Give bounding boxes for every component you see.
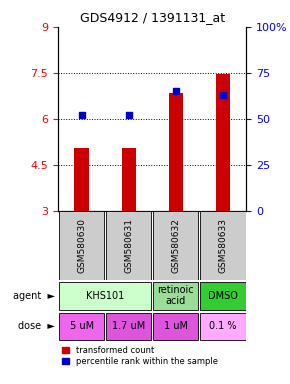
Text: 1.7 uM: 1.7 uM bbox=[112, 321, 145, 331]
Point bbox=[79, 112, 84, 118]
Bar bbox=[122, 148, 136, 211]
Text: GSM580632: GSM580632 bbox=[171, 218, 180, 273]
Text: 1 uM: 1 uM bbox=[164, 321, 188, 331]
Legend: transformed count, percentile rank within the sample: transformed count, percentile rank withi… bbox=[62, 346, 218, 366]
Text: dose  ►: dose ► bbox=[18, 321, 55, 331]
Bar bbox=[59, 313, 104, 340]
Bar bbox=[153, 211, 198, 280]
Point bbox=[173, 88, 178, 94]
Text: 0.1 %: 0.1 % bbox=[209, 321, 237, 331]
Bar bbox=[169, 93, 183, 211]
Bar bbox=[106, 313, 151, 340]
Text: retinoic
acid: retinoic acid bbox=[157, 285, 194, 306]
Bar bbox=[200, 282, 246, 310]
Title: GDS4912 / 1391131_at: GDS4912 / 1391131_at bbox=[80, 11, 225, 24]
Bar bbox=[200, 211, 246, 280]
Bar bbox=[59, 282, 151, 310]
Text: GSM580631: GSM580631 bbox=[124, 218, 133, 273]
Text: GSM580633: GSM580633 bbox=[218, 218, 227, 273]
Text: agent  ►: agent ► bbox=[13, 291, 55, 301]
Bar bbox=[153, 313, 198, 340]
Text: DMSO: DMSO bbox=[208, 291, 238, 301]
Bar bbox=[106, 211, 151, 280]
Bar bbox=[200, 313, 246, 340]
Text: 5 uM: 5 uM bbox=[70, 321, 94, 331]
Bar bbox=[216, 74, 230, 211]
Bar bbox=[75, 148, 89, 211]
Point bbox=[221, 92, 225, 98]
Text: KHS101: KHS101 bbox=[86, 291, 124, 301]
Bar bbox=[59, 211, 104, 280]
Point bbox=[126, 112, 131, 118]
Text: GSM580630: GSM580630 bbox=[77, 218, 86, 273]
Bar bbox=[153, 282, 198, 310]
